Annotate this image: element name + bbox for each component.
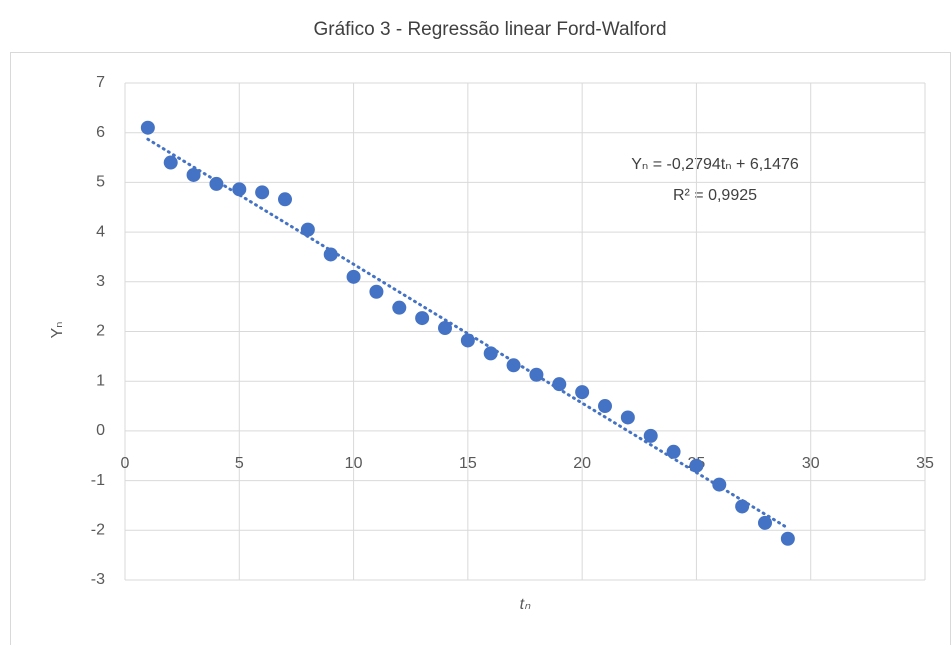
y-tick-label: 6 <box>96 124 105 141</box>
data-point <box>346 269 361 284</box>
x-tick-label: 5 <box>235 455 244 472</box>
data-point <box>460 333 475 348</box>
y-tick-label: 0 <box>96 422 105 439</box>
y-tick-label: 4 <box>96 223 105 240</box>
data-point <box>735 499 750 514</box>
x-tick-label: 30 <box>802 455 820 472</box>
y-tick-label: 1 <box>96 372 105 389</box>
data-point <box>163 155 178 170</box>
data-point <box>483 346 498 361</box>
data-point <box>506 358 521 373</box>
data-point <box>415 311 430 326</box>
data-point <box>255 185 270 200</box>
data-point <box>620 410 635 425</box>
y-tick-label: 7 <box>96 74 105 91</box>
trendline-r2: R² = 0,9925 <box>673 187 757 204</box>
data-point <box>643 428 658 443</box>
y-tick-label: -2 <box>91 522 105 539</box>
x-tick-label: 35 <box>916 455 934 472</box>
data-point <box>392 300 407 315</box>
y-tick-label: -1 <box>91 472 105 489</box>
y-tick-label: 5 <box>96 174 105 191</box>
data-point <box>598 399 612 414</box>
data-point <box>209 176 224 191</box>
data-point <box>278 192 292 207</box>
data-point <box>575 385 590 400</box>
x-axis-label: tₙ <box>520 596 531 613</box>
data-point <box>689 458 704 473</box>
y-tick-label: -3 <box>91 571 105 588</box>
chart-border <box>10 52 951 645</box>
data-point <box>300 222 315 237</box>
y-axis-label: Yₙ <box>49 321 66 338</box>
data-point <box>712 477 727 492</box>
trendline-equation: Yₙ = -0,2794tₙ + 6,1476 <box>631 156 799 173</box>
data-point <box>780 531 795 546</box>
data-point <box>666 444 681 459</box>
chart-title: Gráfico 3 - Regressão linear Ford-Walfor… <box>313 19 666 40</box>
data-point <box>186 167 201 182</box>
data-point <box>529 367 544 382</box>
x-tick-label: 20 <box>573 455 591 472</box>
data-point <box>552 377 567 392</box>
data-point <box>758 515 772 530</box>
x-tick-label: 10 <box>345 455 363 472</box>
data-point <box>369 284 384 299</box>
y-tick-label: 2 <box>96 323 105 340</box>
x-tick-label: 15 <box>459 455 477 472</box>
data-point <box>438 321 452 336</box>
data-point <box>232 182 247 197</box>
data-point <box>140 120 155 135</box>
x-tick-label: 0 <box>121 455 130 472</box>
data-point <box>323 247 338 262</box>
y-tick-label: 3 <box>96 273 105 290</box>
